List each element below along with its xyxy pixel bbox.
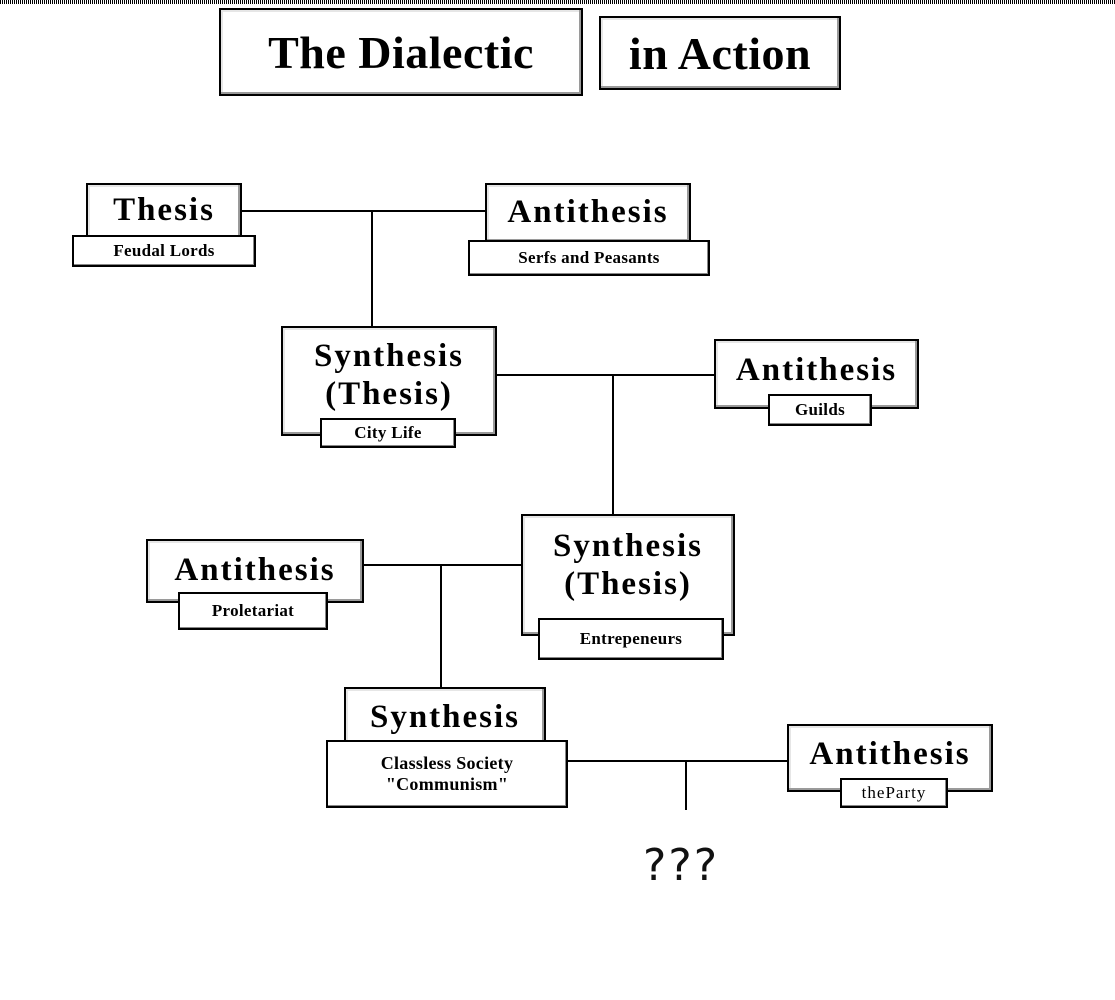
title-dialectic: The Dialectic: [219, 8, 583, 96]
connector-thesis-antithesis1: [241, 210, 488, 212]
node-synthesis-1: Synthesis (Thesis): [281, 326, 497, 436]
node-synthesis-2-line2: (Thesis): [564, 566, 692, 602]
top-border: [0, 0, 1115, 4]
title-in-action: in Action: [599, 16, 841, 90]
node-synthesis-2-line1: Synthesis: [552, 528, 704, 565]
node-thesis: Thesis: [86, 183, 242, 239]
node-synthesis-1-line2: (Thesis): [325, 376, 453, 412]
connector-to-synthesis1: [371, 210, 373, 328]
node-synthesis-3-sub-line1: Classless Society: [380, 753, 514, 774]
node-synthesis-3-sub-line2: "Communism": [385, 774, 509, 794]
connector-synthesis1-antithesis2: [496, 374, 716, 376]
connector-antithesis3-synthesis2: [364, 564, 524, 566]
node-synthesis-1-sub: City Life: [320, 418, 456, 448]
node-synthesis-2: Synthesis (Thesis): [521, 514, 735, 636]
connector-to-unknown: [685, 760, 687, 810]
node-synthesis-3-sub: Classless Society "Communism": [326, 740, 568, 808]
node-antithesis-2-sub: Guilds: [768, 394, 872, 426]
node-antithesis-1: Antithesis: [485, 183, 691, 243]
node-thesis-sub: Feudal Lords: [72, 235, 256, 267]
connector-synthesis3-antithesis4: [568, 760, 790, 762]
node-antithesis-1-sub: Serfs and Peasants: [468, 240, 710, 276]
node-antithesis-3-sub: Proletariat: [178, 592, 328, 630]
connector-to-synthesis3: [440, 564, 442, 690]
node-synthesis-3: Synthesis: [344, 687, 546, 749]
node-antithesis-2: Antithesis: [714, 339, 919, 409]
connector-to-synthesis2: [612, 374, 614, 516]
node-synthesis-1-line1: Synthesis: [313, 338, 465, 375]
node-antithesis-4-sub: theParty: [840, 778, 948, 808]
node-synthesis-2-sub: Entrepeneurs: [538, 618, 724, 660]
unknown-outcome: ???: [643, 840, 720, 891]
